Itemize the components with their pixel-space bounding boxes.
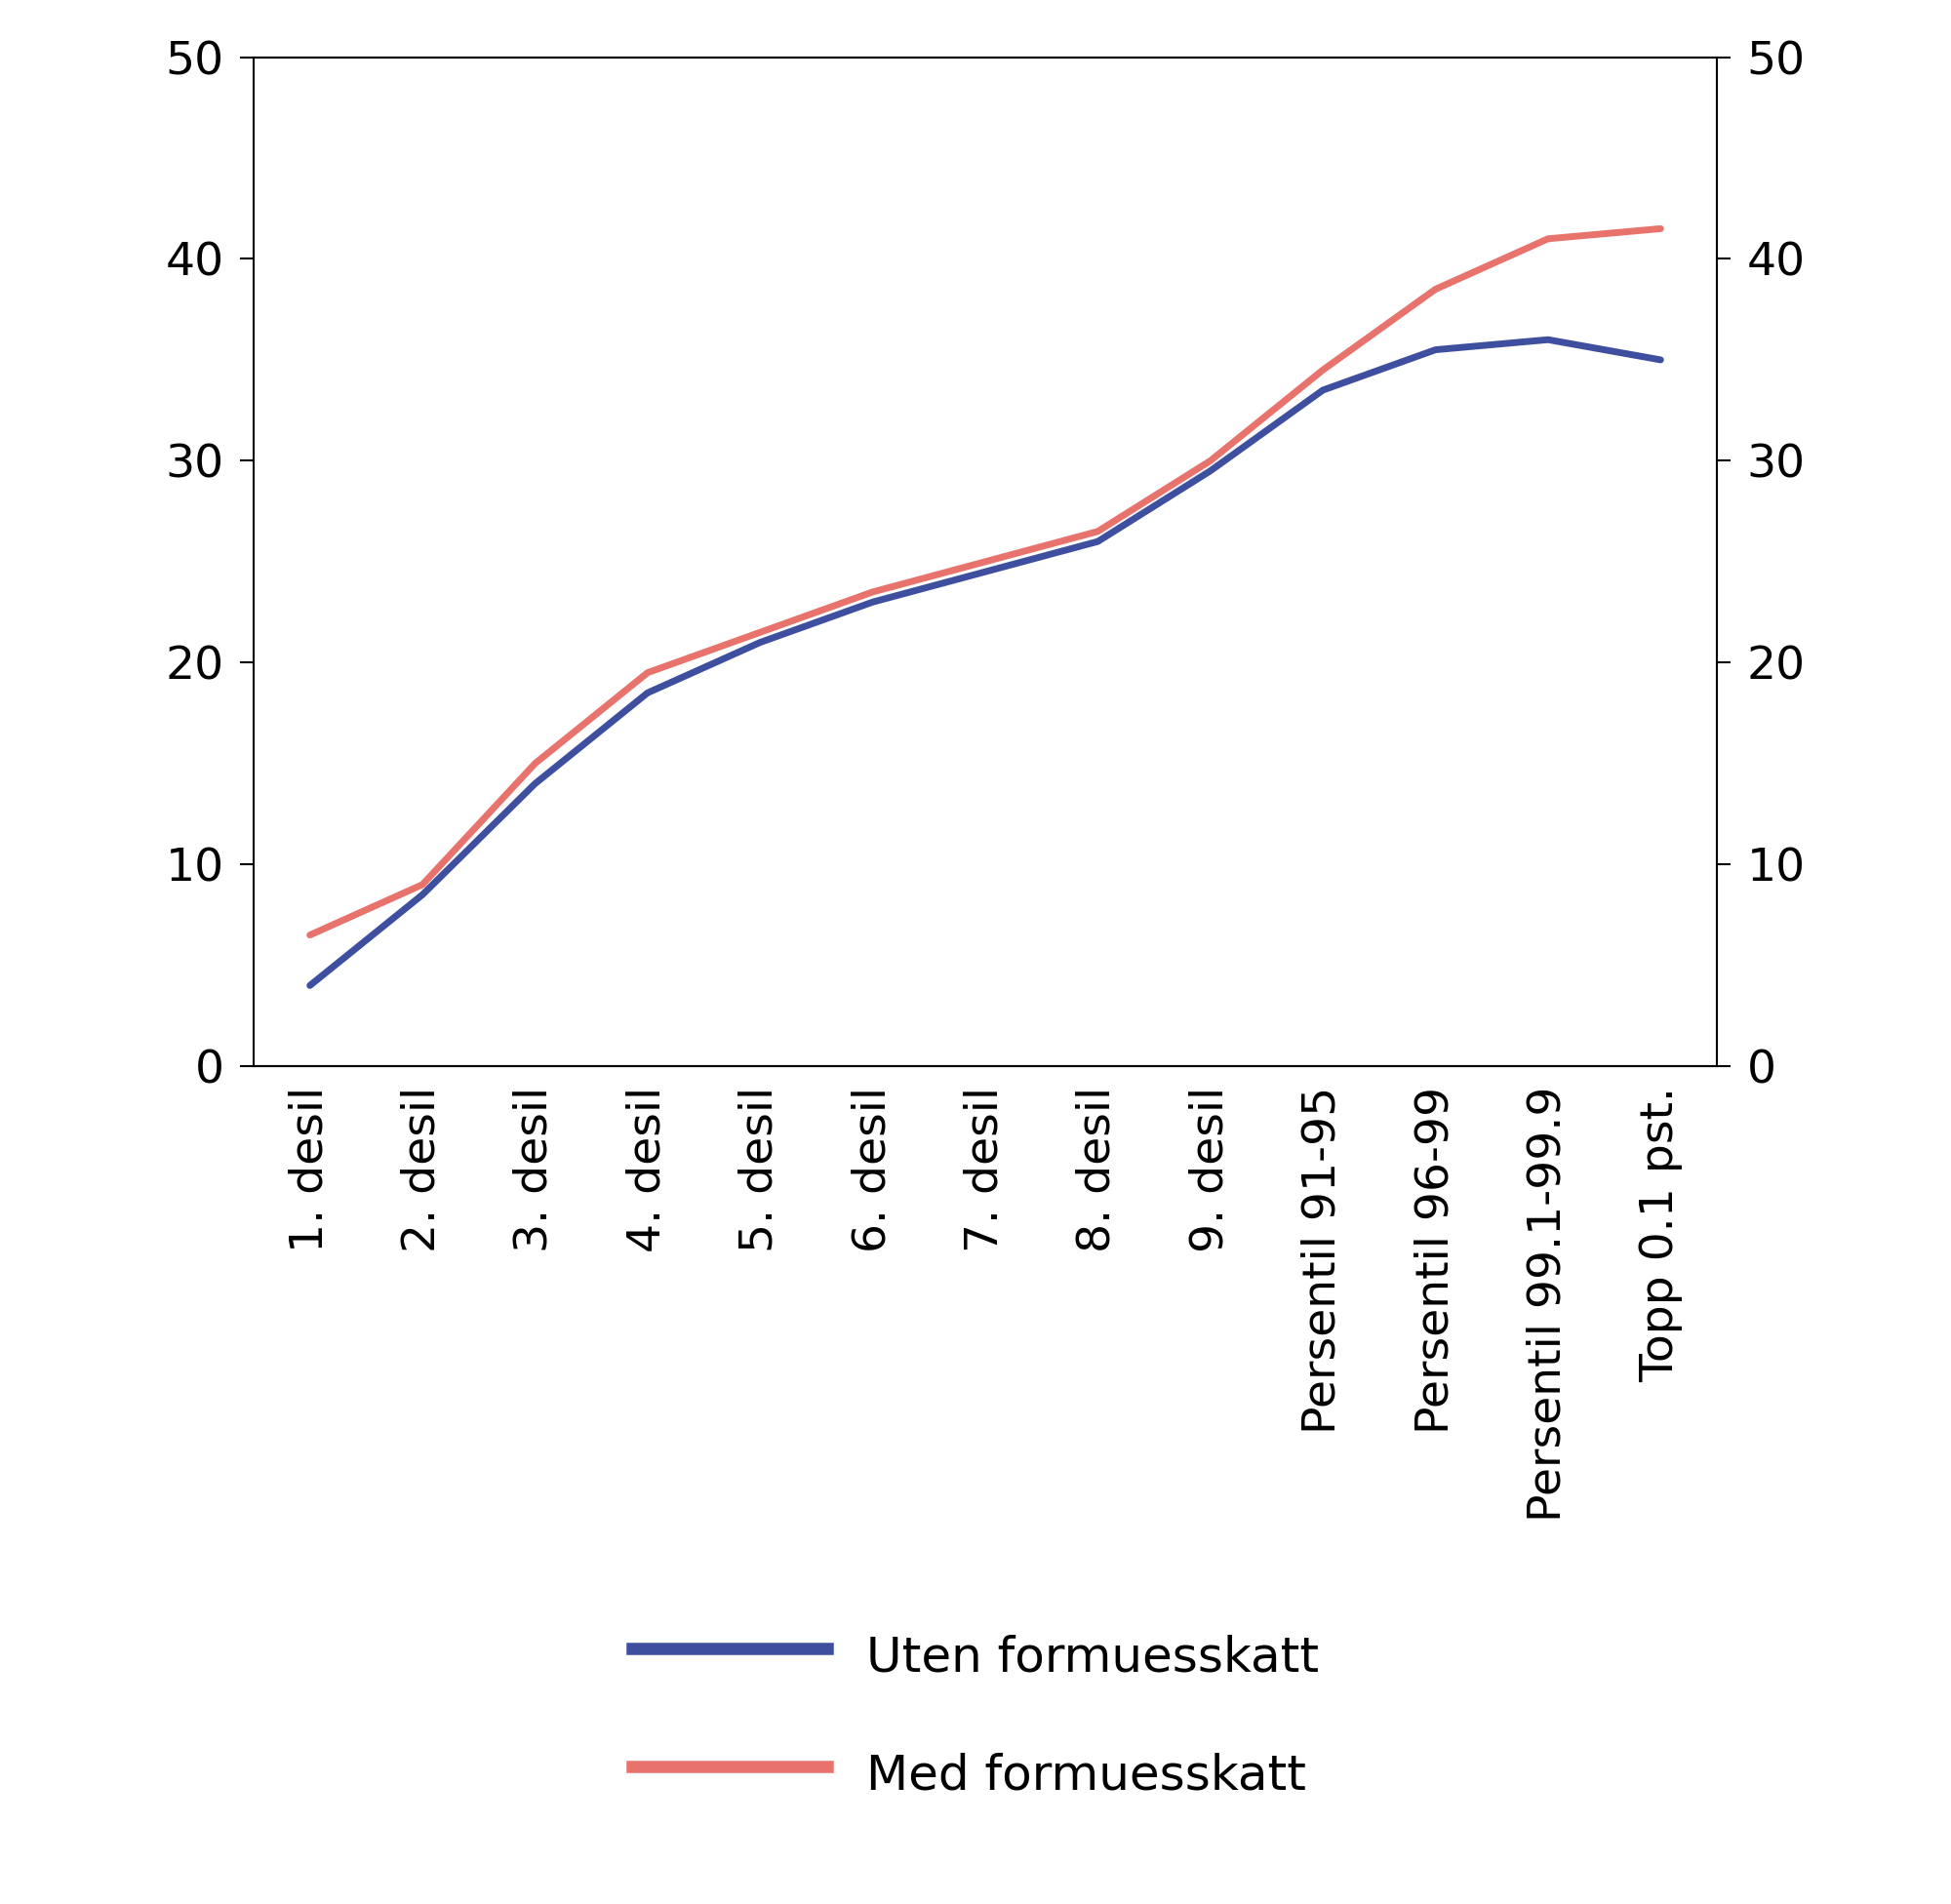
Legend: Uten formuesskatt, Med formuesskatt: Uten formuesskatt, Med formuesskatt <box>613 1605 1338 1822</box>
